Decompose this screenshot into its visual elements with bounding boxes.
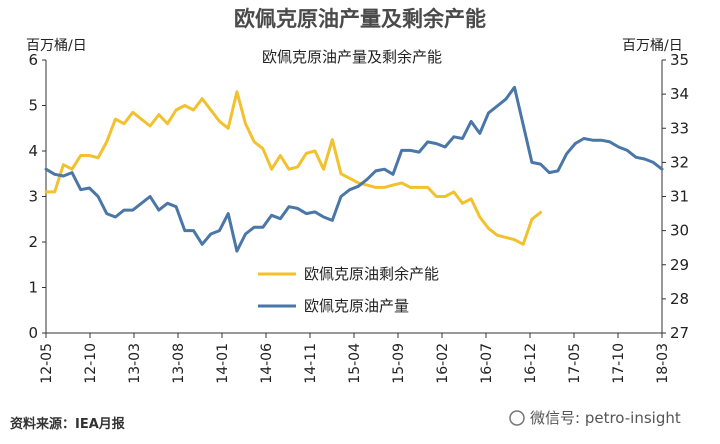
chart-subtitle: 欧佩克原油产量及剩余产能 [262,48,442,66]
left-tick-label: 6 [28,51,38,69]
x-tick-label: 13-03 [127,343,143,384]
x-tick-label: 14-11 [303,343,319,384]
right-tick-label: 29 [670,256,689,274]
right-tick-label: 33 [670,119,689,137]
right-tick-label: 28 [670,290,689,308]
left-tick-label: 1 [28,279,38,297]
left-tick-label: 0 [28,324,38,342]
right-axis-ticks: 27 28 29 30 31 32 33 34 35 [662,51,689,342]
series-line-spare-capacity [44,90,542,246]
left-tick-label: 2 [28,233,38,251]
wechat-icon [509,410,525,426]
watermark: 微信号: petro-insight [509,409,681,427]
right-tick-label: 31 [670,188,689,206]
left-tick-label: 5 [28,97,38,115]
chart-title: 欧佩克原油产量及剩余产能 [234,7,486,31]
x-tick-label: 17-05 [567,343,583,384]
x-tick-label: 12-10 [83,343,99,384]
x-tick-label: 15-04 [347,343,363,384]
x-tick-label: 17-10 [611,343,627,384]
x-tick-label: 15-09 [391,343,407,384]
left-axis-ticks: 0 1 2 3 4 5 6 [28,51,46,342]
x-tick-label: 13-08 [171,343,187,384]
right-tick-label: 30 [670,222,689,240]
series-line-production [44,85,664,253]
right-tick-label: 27 [670,324,689,342]
x-tick-label: 16-02 [435,343,451,384]
series-lines [44,85,664,253]
x-tick-label: 14-01 [215,343,231,384]
right-axis-unit: 百万桶/日 [622,38,683,54]
watermark-text: 微信号: petro-insight [530,409,681,427]
right-tick-label: 32 [670,153,689,171]
x-tick-label: 14-06 [259,343,275,384]
left-tick-label: 3 [28,188,38,206]
x-tick-label: 18-03 [655,343,671,384]
right-tick-label: 34 [670,85,689,103]
x-tick-label: 16-07 [479,343,495,384]
x-axis-ticks: 12-05 12-10 13-03 13-08 14-01 14-06 14-11 15-04… [39,333,671,384]
left-tick-label: 4 [28,142,38,160]
axes [45,60,663,334]
legend-label-spare-capacity: 欧佩克原油剩余产能 [304,265,439,283]
source-note: 资料来源：IEA月报 [10,416,126,432]
left-axis-unit: 百万桶/日 [26,38,87,54]
x-tick-label: 16-12 [523,343,539,384]
right-tick-label: 35 [670,51,689,69]
legend-label-production: 欧佩克原油产量 [304,297,409,315]
legend: 欧佩克原油剩余产能 欧佩克原油产量 [258,265,439,315]
x-tick-label: 12-05 [39,343,55,384]
